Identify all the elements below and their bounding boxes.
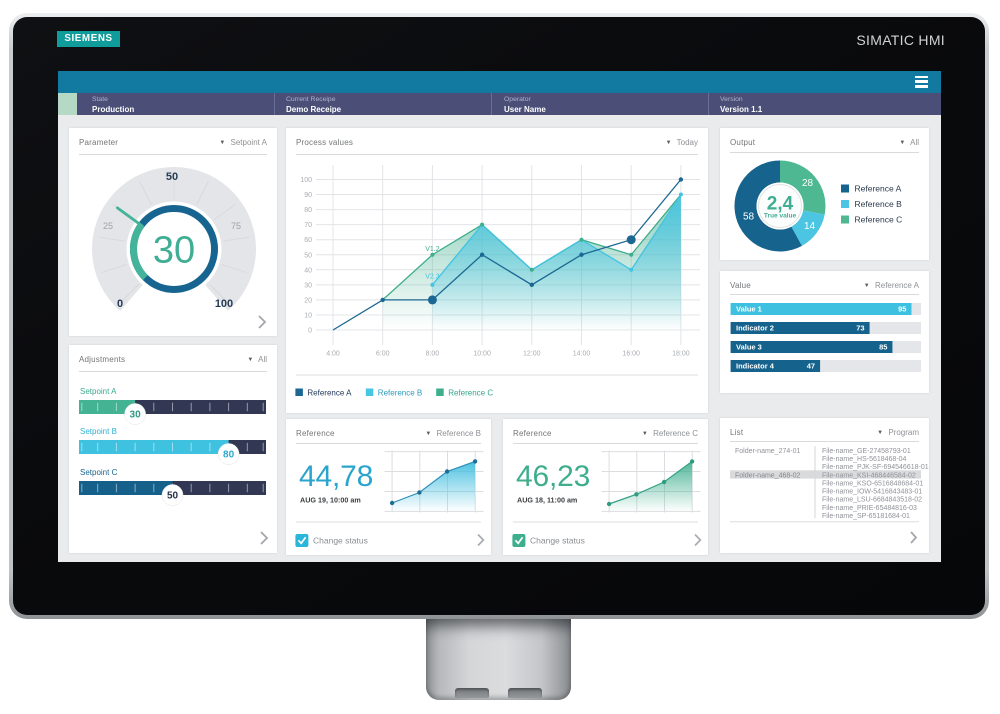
svg-text:Value 1: Value 1 [736,305,762,314]
svg-text:95: 95 [898,305,906,314]
svg-text:File-name_HS-5618468-04: File-name_HS-5618468-04 [822,456,907,463]
svg-text:File-name_KSO-6516848684-01: File-name_KSO-6516848684-01 [822,480,923,487]
svg-text:10: 10 [304,312,312,319]
svg-text:70: 70 [304,222,312,229]
svg-text:12:00: 12:00 [523,351,541,358]
svg-text:File-name_PJK-SF-694546618-01: File-name_PJK-SF-694546618-01 [822,464,929,471]
svg-text:44,78: 44,78 [299,460,373,493]
svg-text:True value: True value [764,213,797,220]
svg-text:46,23: 46,23 [516,460,590,493]
svg-text:Change status: Change status [530,536,585,546]
svg-text:14:00: 14:00 [573,351,591,358]
svg-text:File-name_KSI-468446584-02: File-name_KSI-468446584-02 [822,472,916,479]
svg-text:0: 0 [117,298,123,310]
svg-text:File-name_SP-65181684-01: File-name_SP-65181684-01 [822,513,910,520]
svg-text:Reference B: Reference B [378,389,422,398]
svg-text:V2.3: V2.3 [425,274,440,281]
svg-text:25: 25 [103,221,113,231]
svg-text:AUG 19, 10:00 am: AUG 19, 10:00 am [300,496,361,505]
svg-text:Setpoint A: Setpoint A [80,387,117,396]
svg-text:File-name_GE-27458793-01: File-name_GE-27458793-01 [822,448,911,455]
svg-text:File-name_IOW-5416843483-01: File-name_IOW-5416843483-01 [822,489,922,496]
svg-text:6:00: 6:00 [376,351,390,358]
svg-text:10:00: 10:00 [473,351,491,358]
svg-text:Reference A: Reference A [855,184,902,194]
svg-text:V1.2: V1.2 [425,246,440,253]
svg-text:60: 60 [304,237,312,244]
svg-text:18:00: 18:00 [672,351,690,358]
svg-text:73: 73 [856,324,864,333]
svg-text:8:00: 8:00 [426,351,440,358]
svg-text:Indicator 4: Indicator 4 [736,362,775,371]
svg-text:40: 40 [304,267,312,274]
svg-text:30: 30 [304,282,312,289]
svg-text:90: 90 [304,192,312,199]
svg-text:80: 80 [304,207,312,214]
svg-text:Value 3: Value 3 [736,343,762,352]
svg-text:50: 50 [304,252,312,259]
svg-text:2,4: 2,4 [767,194,794,215]
svg-text:16:00: 16:00 [622,351,640,358]
svg-text:14: 14 [804,221,816,232]
svg-text:80: 80 [223,450,235,461]
svg-text:AUG 18, 11:00 am: AUG 18, 11:00 am [517,496,577,505]
svg-text:Indicator 2: Indicator 2 [736,324,774,333]
svg-text:Reference C: Reference C [448,389,493,398]
svg-text:4:00: 4:00 [326,351,340,358]
svg-text:100: 100 [300,177,312,184]
svg-text:Reference C: Reference C [855,215,903,225]
svg-text:100: 100 [215,298,233,310]
svg-text:File-name_PRIE-65484816-03: File-name_PRIE-65484816-03 [822,505,917,512]
svg-text:Reference A: Reference A [307,389,352,398]
svg-text:Folder-name_468-02: Folder-name_468-02 [735,472,800,479]
svg-text:50: 50 [166,171,178,183]
svg-text:30: 30 [130,410,142,421]
svg-text:0: 0 [308,328,312,335]
svg-text:85: 85 [879,343,887,352]
svg-text:75: 75 [231,221,241,231]
svg-text:58: 58 [743,212,755,223]
svg-text:30: 30 [153,230,195,272]
svg-text:28: 28 [802,178,814,189]
svg-text:File-name_LSU-6684843518-02: File-name_LSU-6684843518-02 [822,497,922,504]
svg-text:Folder-name_274-01: Folder-name_274-01 [735,448,800,455]
svg-text:47: 47 [807,362,815,371]
svg-text:Reference B: Reference B [855,199,903,209]
svg-text:50: 50 [167,491,179,502]
svg-text:Change status: Change status [313,536,368,546]
svg-text:Setpoint B: Setpoint B [80,427,117,436]
svg-text:20: 20 [304,297,312,304]
svg-text:Setpoint C: Setpoint C [80,468,118,477]
